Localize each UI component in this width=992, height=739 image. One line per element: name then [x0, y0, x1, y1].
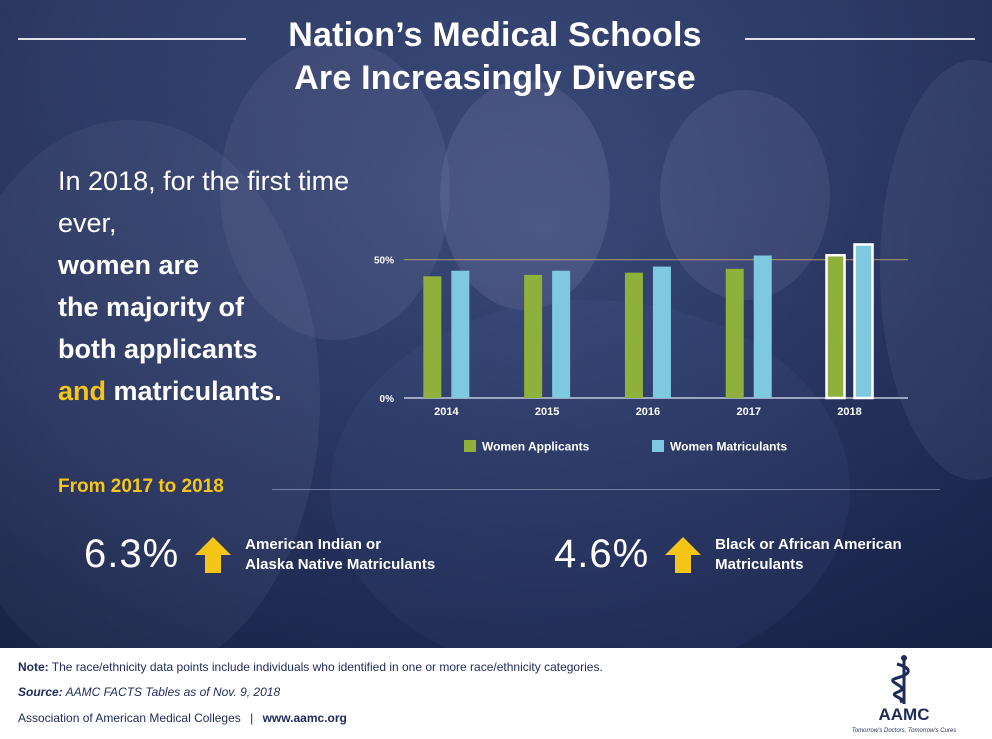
legend-swatch — [652, 440, 664, 452]
bar-chart: 0% 50% 2014 2015 2016 2017 2018 Women Applicant… — [374, 243, 908, 454]
intro-bold-2: the majority of — [58, 292, 245, 322]
title-line-1: Nation’s Medical Schools — [288, 16, 702, 54]
aamc-logo: AAMC Tomorrow's Doctors, Tomorrow's Cure… — [852, 655, 957, 734]
stat-label: Black or African American Matriculants — [715, 535, 901, 575]
stat-label-line-2: Matriculants — [715, 555, 804, 573]
bar-applicants-2017 — [725, 268, 744, 398]
footer-note: Note: The race/ethnicity data points inc… — [18, 660, 603, 674]
x-tick-label: 2015 — [535, 406, 559, 418]
title-line-2: Are Increasingly Diverse — [294, 59, 696, 97]
intro-bold-1: women are — [58, 250, 200, 280]
title-rule-right — [745, 38, 975, 40]
y-tick-label: 50% — [374, 256, 394, 267]
org-name: Association of American Medical Colleges — [18, 711, 241, 725]
logo-text: AAMC — [879, 705, 930, 724]
source-text: AAMC FACTS Tables as of Nov. 9, 2018 — [65, 685, 281, 699]
footer-org: Association of American Medical Colleges… — [18, 711, 347, 725]
x-tick-label: 2018 — [837, 406, 861, 418]
bar-matriculants-2014 — [451, 270, 470, 398]
bar-applicants-2018 — [825, 253, 846, 400]
intro-bold-3: both applicants — [58, 334, 258, 364]
bar-applicants-2015 — [524, 274, 543, 398]
from-title: From 2017 to 2018 — [58, 476, 224, 497]
x-tick-label: 2016 — [636, 406, 660, 418]
y-tick-label: 0% — [380, 394, 395, 405]
bar-matriculants-2018 — [853, 243, 874, 400]
page-title: Nation’s Medical Schools Are Increasingl… — [250, 14, 740, 100]
logo-tagline: Tomorrow's Doctors, Tomorrow's Cures — [852, 728, 957, 734]
bar-matriculants-2017 — [753, 255, 772, 398]
stat-black-african-american: 4.6% Black or African American Matricula… — [554, 532, 902, 577]
arrow-up-icon — [665, 536, 702, 573]
stat-american-indian: 6.3% American Indian or Alaska Native Ma… — [84, 532, 435, 577]
bar-applicants-2016 — [624, 272, 643, 398]
hero-panel: Nation’s Medical Schools Are Increasingl… — [0, 0, 992, 648]
footer-source: Source: AAMC FACTS Tables as of Nov. 9, … — [18, 685, 280, 699]
from-divider — [272, 489, 940, 490]
x-tick-label: 2014 — [434, 406, 459, 418]
bar-matriculants-2015 — [552, 270, 571, 398]
arrow-up-icon — [195, 536, 232, 573]
intro-text-1: In 2018, for the first time ever, — [58, 166, 350, 238]
note-text: The race/ethnicity data points include i… — [51, 660, 603, 674]
stat-label-line-1: American Indian or — [245, 535, 382, 553]
legend-label: Women Applicants — [482, 440, 590, 454]
intro-bold-4: matriculants. — [113, 376, 282, 406]
bar-applicants-2014 — [423, 276, 442, 398]
note-label: Note: — [18, 660, 49, 674]
x-tick-label: 2017 — [736, 406, 760, 418]
org-url[interactable]: www.aamc.org — [262, 711, 347, 725]
intro-accent: and — [58, 376, 107, 406]
bar-matriculants-2016 — [652, 266, 671, 398]
caduceus-icon — [891, 655, 910, 704]
intro-text: In 2018, for the first time ever, women … — [58, 160, 358, 412]
stat-label: American Indian or Alaska Native Matricu… — [245, 535, 435, 575]
stat-label-line-1: Black or African American — [715, 535, 902, 553]
stat-label-line-2: Alaska Native Matriculants — [245, 555, 436, 573]
stat-value: 6.3% — [84, 532, 180, 576]
footer: Note: The race/ethnicity data points inc… — [0, 648, 992, 739]
source-label: Source: — [18, 685, 63, 699]
title-rule-left — [18, 38, 246, 40]
legend-label: Women Matriculants — [670, 440, 787, 454]
org-divider: | — [250, 711, 254, 725]
stat-value: 4.6% — [554, 532, 650, 576]
legend-swatch — [464, 440, 476, 452]
